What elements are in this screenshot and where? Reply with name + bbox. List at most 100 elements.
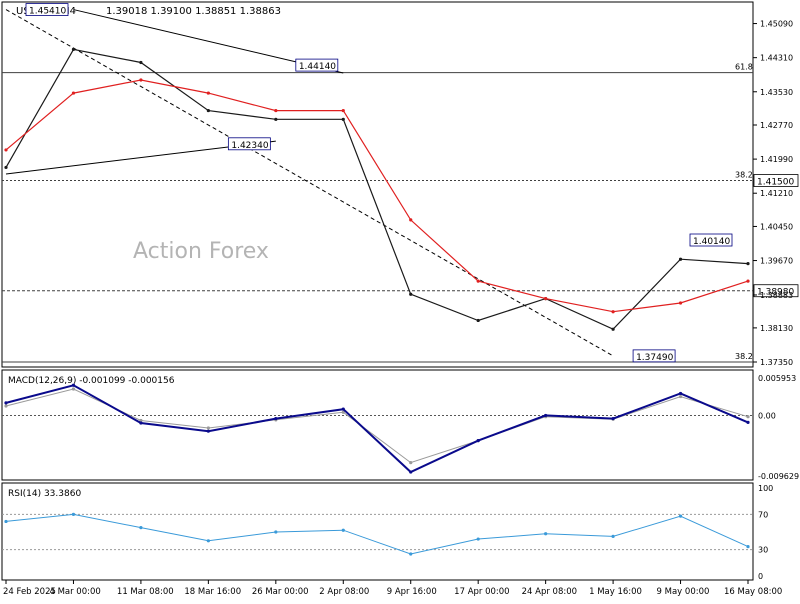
macd-y-ticks: 0.005953 0.00 -0.009629 (758, 374, 799, 481)
annotation-box (632, 349, 676, 363)
rsi-tick-label: 0 (758, 572, 763, 581)
macd-line-point (341, 407, 345, 411)
macd-line-point (139, 421, 143, 425)
rsi-tick-label: 70 (758, 510, 768, 519)
macd-tick-label: -0.009629 (758, 472, 799, 481)
price-tick-label: 1.41210 (760, 189, 793, 198)
rsi-line-point (611, 534, 615, 539)
ma-line (5, 79, 749, 313)
x-tick-label: 1 May 16:00 (589, 587, 642, 597)
rsi-line-point (4, 519, 8, 524)
price-tick-label: 1.44310 (760, 54, 793, 63)
price-tick-label: 1.39670 (760, 257, 793, 266)
level-box-label: 1.41500 (757, 178, 794, 188)
ma-line-point (476, 279, 480, 283)
macd-signal-line-point (341, 410, 345, 414)
price-line-point (409, 292, 413, 296)
annotation-label: 1.44140 (299, 62, 336, 72)
ma-line-point (611, 310, 615, 314)
rsi-line-point (206, 539, 210, 543)
header-ohlc: 1.39018 1.39100 1.38851 1.38863 (106, 6, 281, 17)
rsi-title: RSI(14) 33.3860 (8, 489, 81, 499)
x-tick-label: 2 Apr 08:00 (319, 587, 369, 597)
macd-line-point (476, 438, 480, 443)
price-levels: 61.8 38.2 1.41500 1.38980 38.2 (2, 63, 799, 363)
x-tick-label: 16 May 08:00 (724, 587, 782, 597)
macd-signal-line-point (746, 415, 750, 419)
x-tick-label: 9 Apr 16:00 (387, 587, 437, 597)
x-tick-label: 11 Mar 08:00 (117, 587, 174, 597)
rsi-panel (1, 482, 754, 581)
moving-average-series (4, 78, 750, 314)
annotation-label: 1.37490 (636, 353, 673, 363)
rsi-series (2, 512, 753, 556)
ma-line-point (71, 91, 76, 95)
level-box-label: 1.38980 (757, 288, 794, 298)
rsi-line (5, 513, 749, 555)
rsi-line-point (409, 552, 413, 556)
price-line-point (341, 117, 345, 121)
macd-line-point (4, 401, 8, 405)
price-tick-label: 1.40450 (760, 222, 793, 231)
price-y-ticks: 1.45090 1.44310 1.43530 1.42770 1.41990 1.412… (753, 20, 793, 367)
macd-signal-line-point (678, 394, 683, 399)
annotation-box (25, 3, 69, 16)
macd-line-point (746, 420, 750, 424)
trendline (5, 9, 614, 357)
rsi-line-point (139, 526, 143, 530)
price-line-point (746, 262, 750, 266)
macd-signal-line-point (139, 418, 143, 423)
annotation-box (227, 137, 271, 151)
price-panel (1, 1, 754, 368)
macd-signal-line-point (71, 387, 76, 391)
macd-tick-label: 0.005953 (758, 374, 796, 383)
x-tick-label: 24 Apr 08:00 (522, 587, 577, 597)
macd-signal-line-point (206, 426, 210, 430)
price-tick-label: 1.45090 (760, 20, 793, 29)
price-line-point (274, 117, 278, 121)
price-tick-label: 1.37350 (760, 358, 793, 367)
rsi-line-point (678, 514, 683, 518)
annotations: 1.45410 1.44140 1.42340 1.40140 1.37490 (25, 3, 733, 363)
price-line-point (4, 165, 8, 170)
price-line-point (206, 108, 210, 113)
rsi-line-point (746, 545, 750, 549)
macd-line-point (678, 391, 683, 396)
price-line-point (139, 60, 143, 65)
ma-line-point (746, 279, 750, 283)
rsi-line-point (476, 537, 480, 541)
rsi-line-point (341, 528, 345, 532)
price-tick-label: 1.38883 (760, 291, 793, 300)
annotation-label: 1.45410 (29, 7, 66, 17)
price-line (5, 48, 749, 330)
price-line-point (678, 257, 683, 261)
price-line-point (71, 47, 76, 51)
macd-line-point (274, 416, 278, 421)
macd-line-point (206, 429, 210, 433)
ma-line-point (341, 108, 345, 113)
annotation-label: 1.40140 (693, 237, 730, 247)
macd-signal-line-point (4, 404, 8, 408)
price-tick-label: 1.41990 (760, 155, 793, 164)
macd-signal-line-point (409, 461, 413, 465)
rsi-line-point (544, 532, 548, 536)
macd-line-point (409, 470, 413, 474)
macd-line-point (544, 413, 548, 418)
ma-line-point (139, 78, 143, 82)
price-tick-label: 1.38130 (760, 324, 793, 333)
rsi-tick-label: 30 (758, 546, 768, 555)
macd-line-point (71, 383, 76, 387)
x-tick-label: 18 Mar 16:00 (184, 587, 241, 597)
macd-line (5, 384, 749, 474)
macd-series (2, 383, 753, 474)
annotation-box (295, 58, 339, 72)
level-box (753, 284, 799, 298)
macd-panel (1, 369, 754, 481)
rsi-tick-label: 100 (758, 484, 773, 493)
x-tick-label: 4 Mar 00:00 (49, 587, 100, 597)
level-tag: 61.8 (735, 63, 753, 72)
x-tick-label: 9 May 00:00 (657, 587, 710, 597)
